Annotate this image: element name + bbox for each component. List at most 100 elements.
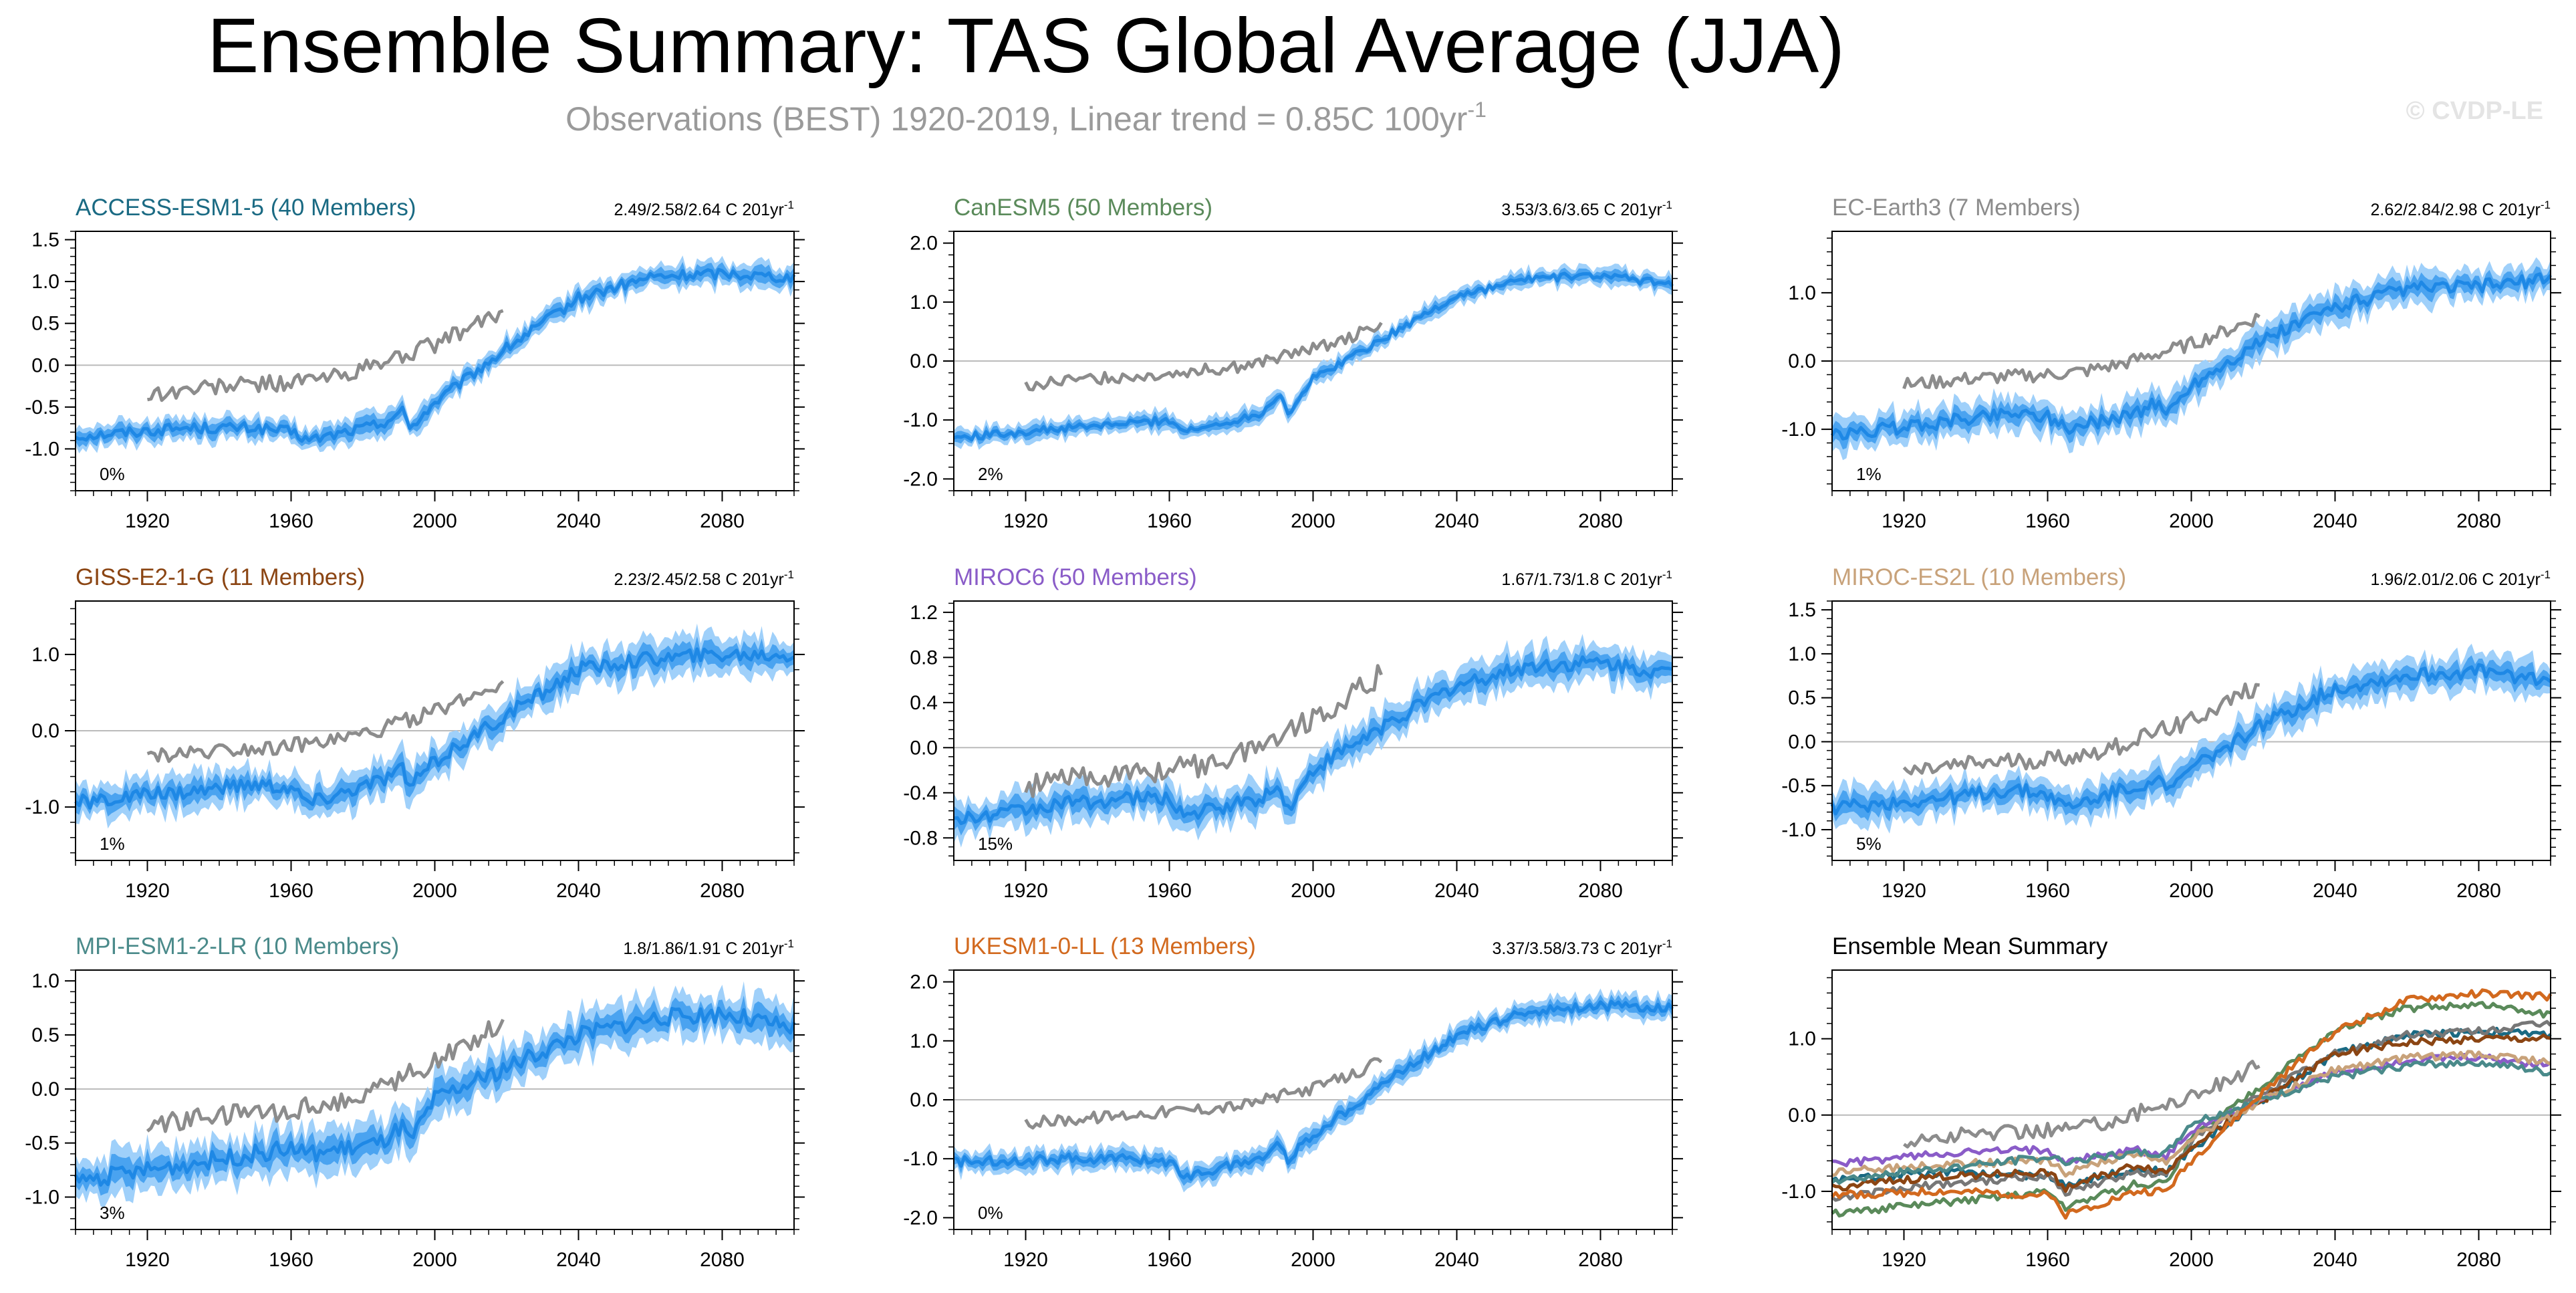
panel-title: ACCESS-ESM1-5 (40 Members) [76, 195, 416, 221]
y-tick-label: 1.0 [1788, 1028, 1816, 1050]
ensemble-mean-line [953, 1000, 1674, 1181]
x-tick-label: 2000 [412, 510, 457, 532]
y-tick-label: -1.0 [25, 438, 59, 460]
trend-superscript: -1 [2541, 199, 2551, 211]
observations-line [1902, 313, 2261, 390]
x-tick-label: 1920 [125, 1249, 170, 1271]
ensemble-mean-line [74, 267, 796, 443]
trend-superscript: -1 [784, 937, 794, 950]
ensemble-mean-line [74, 1006, 796, 1187]
y-tick-label: 1.5 [1788, 599, 1816, 621]
ensemble-mean-line [1830, 272, 2552, 441]
percent-label: 0% [978, 1203, 1003, 1223]
x-tick-label: 2080 [2456, 880, 2501, 902]
x-tick-label: 1960 [2025, 1249, 2070, 1271]
percent-label: 5% [1856, 834, 1882, 854]
subtitle-text: Observations (BEST) 1920-2019, Linear tr… [565, 100, 1467, 138]
y-tick-label: 0.4 [910, 692, 938, 714]
x-tick-label: 2000 [1291, 880, 1335, 902]
panel-title: GISS-E2-1-G (11 Members) [76, 564, 365, 590]
y-tick-label: 0.0 [31, 720, 59, 742]
observations-line [1024, 664, 1383, 798]
panel-5: MIROC6 (50 Members) 1.67/1.73/1.8 C 201yr… [903, 564, 1683, 902]
ensemble-iqr-band [76, 636, 794, 817]
trend-label: 2.49/2.58/2.64 C 201yr-1 [614, 199, 794, 219]
series-line-ec-earth3 [1831, 1020, 2552, 1202]
ensemble-mean-line [953, 271, 1674, 442]
x-tick-label: 1920 [125, 510, 170, 532]
x-tick-label: 1960 [1147, 510, 1192, 532]
trend-text: 2.62/2.84/2.98 C 201yr [2371, 201, 2541, 219]
copyright-label: © CVDP-LE [2406, 97, 2543, 125]
series-line-miroc6 [1831, 1052, 2552, 1167]
trend-label: 1.96/2.01/2.06 C 201yr-1 [2371, 568, 2551, 589]
panel-9: Ensemble Mean Summary -1.0 0.0 1.0 1920 1960 2… [1781, 933, 2561, 1271]
ensemble-range-band [954, 263, 1672, 450]
panel-2: CanESM5 (50 Members) 3.53/3.6/3.65 C 201y… [903, 195, 1683, 532]
y-tick-label: -1.0 [1781, 1181, 1816, 1203]
percent-label: 0% [100, 464, 125, 484]
y-tick-label: 1.0 [31, 644, 59, 666]
x-tick-label: 2080 [1578, 1249, 1623, 1271]
x-tick-label: 2080 [2456, 1249, 2501, 1271]
panel-title: CanESM5 (50 Members) [954, 195, 1212, 221]
y-tick-label: -1.0 [1781, 819, 1816, 841]
x-tick-label: 2040 [556, 1249, 601, 1271]
panel-title: EC-Earth3 (7 Members) [1832, 195, 2080, 221]
x-tick-label: 1920 [1003, 510, 1048, 532]
percent-label: 3% [100, 1203, 125, 1223]
ensemble-range-band [954, 634, 1672, 848]
x-tick-label: 1920 [1882, 510, 1926, 532]
x-tick-label: 1920 [1003, 880, 1048, 902]
x-tick-label: 2040 [2313, 880, 2357, 902]
x-tick-label: 2040 [556, 510, 601, 532]
x-tick-label: 2000 [2169, 1249, 2214, 1271]
y-tick-label: -0.5 [25, 396, 59, 419]
trend-text: 3.37/3.58/3.73 C 201yr [1493, 939, 1662, 958]
series-line-miroc-es2l [1831, 1050, 2551, 1178]
y-tick-label: 0.0 [31, 1078, 59, 1100]
x-tick-label: 1920 [125, 880, 170, 902]
x-tick-label: 2000 [2169, 510, 2214, 532]
trend-superscript: -1 [1662, 568, 1672, 581]
panel-1: ACCESS-ESM1-5 (40 Members) 2.49/2.58/2.64… [25, 195, 805, 532]
percent-label: 15% [978, 834, 1013, 854]
x-tick-label: 2040 [1434, 1249, 1479, 1271]
percent-label: 2% [978, 464, 1003, 484]
x-tick-label: 1960 [1147, 880, 1192, 902]
panel-8: UKESM1-0-LL (13 Members) 3.37/3.58/3.73 C… [903, 933, 1683, 1271]
x-tick-label: 1960 [269, 510, 313, 532]
observations-line [1902, 682, 2260, 776]
x-tick-label: 2000 [412, 1249, 457, 1271]
trend-text: 2.23/2.45/2.58 C 201yr [614, 570, 784, 589]
figure-title: Ensemble Summary: TAS Global Average (JJ… [207, 2, 1845, 89]
x-tick-label: 1960 [269, 880, 313, 902]
x-tick-label: 2080 [1578, 510, 1623, 532]
trend-label: 1.67/1.73/1.8 C 201yr-1 [1501, 568, 1672, 589]
x-tick-label: 2000 [2169, 880, 2214, 902]
y-tick-label: -0.8 [903, 827, 938, 849]
series-line-access-esm1-5 [1831, 1026, 2552, 1189]
x-tick-label: 2040 [1434, 510, 1479, 532]
panel-title: UKESM1-0-LL (13 Members) [954, 933, 1256, 959]
x-tick-label: 2000 [1291, 510, 1335, 532]
panel-title: Ensemble Mean Summary [1832, 933, 2108, 959]
observations-line [147, 309, 504, 402]
y-tick-label: 1.0 [910, 1030, 938, 1052]
y-tick-label: 0.8 [910, 646, 938, 669]
observations-line [1024, 1057, 1383, 1130]
panels-grid: ACCESS-ESM1-5 (40 Members) 2.49/2.58/2.64… [25, 195, 2561, 1271]
y-tick-label: 0.5 [31, 1024, 59, 1046]
y-tick-label: 0.0 [1788, 350, 1816, 372]
y-tick-label: -1.0 [25, 1187, 59, 1209]
trend-text: 1.67/1.73/1.8 C 201yr [1501, 570, 1662, 589]
x-tick-label: 2040 [1434, 880, 1479, 902]
y-tick-label: -1.0 [903, 409, 938, 431]
x-tick-label: 2000 [412, 880, 457, 902]
x-tick-label: 2040 [2313, 510, 2357, 532]
x-tick-label: 2080 [700, 510, 745, 532]
series-line-ukesm1-0-ll [1831, 988, 2553, 1220]
panel-title: MIROC-ES2L (10 Members) [1832, 564, 2126, 590]
trend-label: 1.8/1.86/1.91 C 201yr-1 [623, 937, 794, 958]
